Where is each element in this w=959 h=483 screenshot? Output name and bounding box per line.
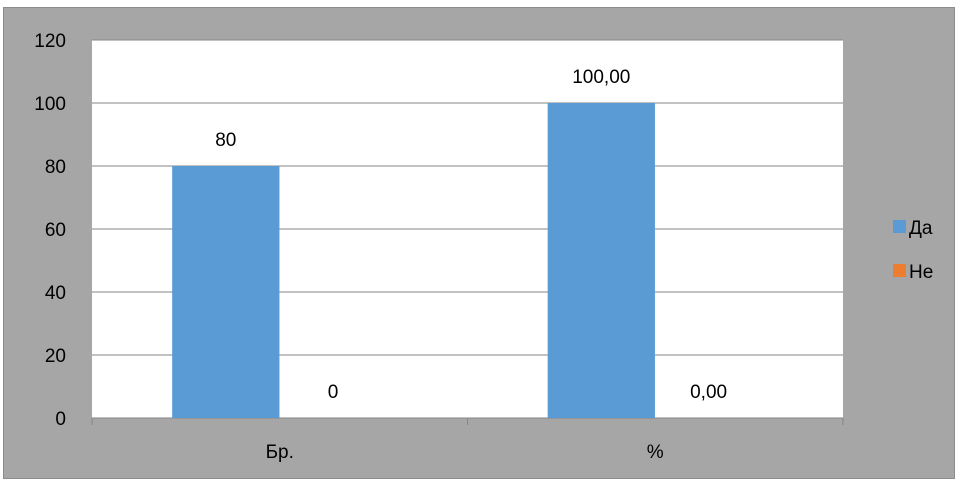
- bar-Да-%: [547, 103, 655, 418]
- axes: 0 20 40 60 80 100 120 Бр.%: [34, 31, 844, 463]
- y-tick-label: 40: [45, 283, 66, 304]
- y-tick-label: 120: [34, 31, 66, 52]
- legend-swatch: [893, 220, 906, 233]
- y-tick-label: 20: [45, 346, 66, 367]
- y-tick-label: 60: [45, 220, 66, 241]
- bars: [172, 103, 655, 418]
- bar-Да-Бр.: [172, 166, 280, 418]
- data-labels: 80 0 100,00 0,00: [215, 67, 727, 403]
- x-category-label: %: [647, 442, 664, 463]
- data-label: 100,00: [572, 67, 630, 88]
- legend: Да Не: [893, 218, 933, 283]
- data-label: 0: [328, 382, 339, 403]
- legend-label: Да: [909, 218, 933, 239]
- y-tick-label: 0: [55, 409, 66, 430]
- data-label: 0,00: [690, 382, 727, 403]
- data-label: 80: [215, 130, 236, 151]
- y-tick-label: 80: [45, 157, 66, 178]
- x-category-label: Бр.: [266, 442, 294, 463]
- legend-label: Не: [909, 262, 933, 283]
- legend-swatch: [893, 264, 906, 277]
- y-tick-label: 100: [34, 94, 66, 115]
